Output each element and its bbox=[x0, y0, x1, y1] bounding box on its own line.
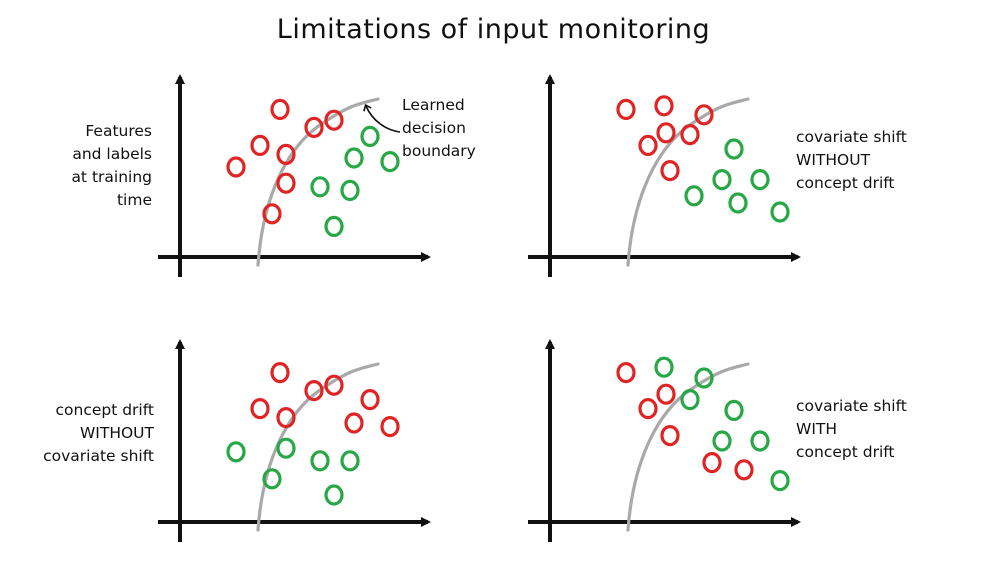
annotation-line: decision bbox=[402, 119, 466, 137]
caption-line: Features bbox=[85, 122, 152, 140]
red-class-point bbox=[360, 389, 380, 411]
scatter-panel-tl bbox=[158, 74, 431, 277]
red-class-point bbox=[694, 104, 714, 126]
red-class-point bbox=[250, 134, 270, 156]
green-class-point bbox=[340, 450, 360, 472]
decision-boundary bbox=[626, 362, 750, 532]
green-class-point bbox=[340, 179, 360, 201]
green-class-point bbox=[770, 201, 790, 223]
green-class-point bbox=[750, 430, 770, 452]
red-class-point bbox=[324, 109, 344, 131]
caption-line: WITH bbox=[796, 420, 838, 438]
caption-line: WITHOUT bbox=[79, 424, 154, 442]
red-class-point bbox=[702, 452, 722, 474]
red-class-point bbox=[250, 398, 270, 420]
red-class-point bbox=[304, 380, 324, 402]
green-class-point bbox=[724, 138, 744, 160]
caption-line: time bbox=[116, 191, 152, 209]
green-class-point bbox=[712, 169, 732, 191]
red-class-point bbox=[616, 362, 636, 384]
green-class-point bbox=[680, 389, 700, 411]
red-class-point bbox=[660, 160, 680, 182]
red-class-point bbox=[276, 143, 296, 165]
caption-line: covariate shift bbox=[796, 397, 907, 415]
red-class-point bbox=[656, 122, 676, 144]
red-class-point bbox=[276, 172, 296, 194]
green-class-point bbox=[226, 441, 246, 463]
caption-line: WITHOUT bbox=[796, 151, 871, 169]
scatter-panel-br bbox=[528, 339, 801, 542]
red-class-point bbox=[638, 398, 658, 420]
green-class-point bbox=[360, 125, 380, 147]
red-class-point bbox=[638, 134, 658, 156]
red-class-point bbox=[380, 416, 400, 438]
caption-line: covariate shift bbox=[43, 447, 154, 465]
scatter-panel-tr bbox=[528, 74, 801, 277]
scatter-panel-bl bbox=[158, 339, 431, 542]
caption-line: covariate shift bbox=[796, 128, 907, 146]
caption-line: concept drift bbox=[796, 174, 895, 192]
red-class-point bbox=[304, 116, 324, 139]
green-class-point bbox=[262, 468, 282, 490]
red-class-point bbox=[270, 362, 290, 384]
caption-covariate-shift-with-drift: covariate shift WITH concept drift bbox=[796, 395, 907, 464]
annotation-arrow bbox=[363, 103, 401, 133]
decision-boundary bbox=[256, 362, 380, 532]
caption-line: concept drift bbox=[796, 443, 895, 461]
green-class-point bbox=[324, 215, 344, 237]
green-class-point bbox=[684, 185, 704, 207]
annotation-line: Learned bbox=[402, 96, 465, 114]
red-class-point bbox=[270, 98, 290, 121]
caption-line: and labels bbox=[72, 145, 152, 163]
green-class-point bbox=[380, 151, 400, 173]
caption-line: concept drift bbox=[55, 401, 154, 419]
decision-boundary-annotation: Learned decision boundary bbox=[402, 94, 476, 163]
red-class-point bbox=[660, 425, 680, 447]
caption-training-time: Features and labels at training time bbox=[40, 120, 152, 212]
green-class-point bbox=[324, 484, 344, 506]
green-class-point bbox=[750, 169, 770, 191]
annotation-line: boundary bbox=[402, 142, 476, 160]
green-class-point bbox=[694, 367, 714, 389]
red-class-point bbox=[734, 459, 754, 481]
red-class-point bbox=[262, 203, 282, 225]
red-class-point bbox=[226, 156, 246, 178]
green-class-point bbox=[310, 176, 330, 198]
red-class-point bbox=[324, 374, 344, 396]
green-class-point bbox=[724, 399, 744, 421]
red-class-point bbox=[344, 412, 364, 434]
green-class-point bbox=[712, 430, 732, 452]
green-class-point bbox=[770, 470, 790, 492]
red-class-point bbox=[654, 95, 674, 117]
red-class-point bbox=[616, 98, 636, 121]
green-class-point bbox=[728, 192, 748, 214]
caption-concept-drift-without-shift: concept drift WITHOUT covariate shift bbox=[14, 399, 154, 468]
caption-line: at training bbox=[71, 168, 152, 186]
green-class-point bbox=[654, 356, 674, 378]
green-class-point bbox=[276, 437, 296, 459]
green-class-point bbox=[310, 450, 330, 472]
green-class-point bbox=[344, 147, 364, 169]
decision-boundary bbox=[256, 97, 380, 267]
caption-covariate-shift-without-drift: covariate shift WITHOUT concept drift bbox=[796, 126, 907, 195]
diagram-title: Limitations of input monitoring bbox=[276, 14, 711, 45]
red-class-point bbox=[656, 383, 676, 405]
red-class-point bbox=[276, 407, 296, 429]
red-class-point bbox=[680, 124, 700, 146]
